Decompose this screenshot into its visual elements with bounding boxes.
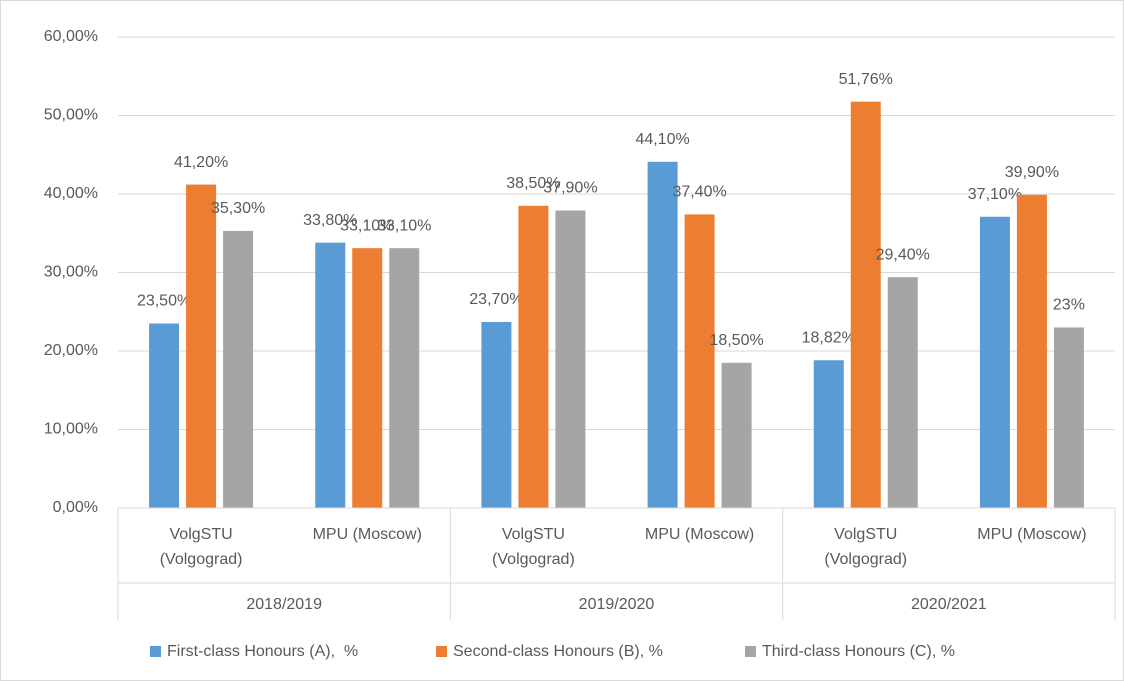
bar (1016, 194, 1047, 508)
data-label: 41,20% (174, 154, 228, 171)
group-label: 2019/2020 (579, 596, 655, 613)
bar (813, 360, 844, 508)
data-label: 33,10% (340, 217, 394, 234)
data-label: 29,40% (876, 246, 930, 263)
legend-label: Second-class Honours (B), % (453, 643, 663, 660)
data-label: 33,10% (377, 217, 431, 234)
x-tick-label: VolgSTU (Volgograd) (159, 526, 243, 568)
bar (887, 277, 918, 508)
data-label: 44,10% (635, 131, 689, 148)
y-tick-label: 60,00% (44, 28, 98, 45)
x-tick-label: MPU (Moscow) (644, 526, 755, 543)
bar (518, 205, 549, 508)
bar (315, 242, 346, 509)
x-tick-label: MPU (Moscow) (977, 526, 1087, 543)
data-label: 38,50% (506, 175, 560, 192)
bar (979, 216, 1010, 508)
legend-swatch (436, 646, 447, 657)
data-label: 23% (1053, 297, 1085, 314)
bar (555, 210, 586, 509)
data-label: 18,82% (802, 329, 856, 346)
bar (389, 248, 420, 509)
y-tick-label: 20,00% (44, 342, 98, 359)
y-tick-label: 50,00% (44, 107, 98, 124)
y-tick-label: 30,00% (44, 264, 98, 281)
legend-swatch (150, 646, 161, 657)
data-label: 35,30% (211, 200, 265, 217)
bar (352, 248, 383, 509)
data-label: 39,90% (1005, 164, 1059, 181)
data-label: 33,80% (303, 212, 357, 229)
y-tick-label: 40,00% (44, 185, 98, 202)
data-label: 18,50% (709, 332, 763, 349)
legend-label: First-class Honours (A), % (167, 643, 358, 660)
x-tick-label: VolgSTU (Volgograd) (824, 526, 908, 568)
bar (684, 214, 715, 508)
x-tick-label: VolgSTU (Volgograd) (492, 526, 575, 568)
bar (223, 230, 254, 508)
bar (481, 321, 512, 508)
data-label: 51,76% (839, 71, 893, 88)
y-tick-label: 0,00% (53, 499, 98, 516)
bar (149, 323, 180, 508)
bar (1053, 327, 1084, 508)
legend-swatch (745, 646, 756, 657)
group-label: 2018/2019 (246, 596, 322, 613)
x-tick-label: MPU (Moscow) (312, 526, 422, 543)
bar (850, 101, 881, 509)
data-label: 37,40% (672, 184, 726, 201)
legend-label: Third-class Honours (C), % (762, 643, 955, 660)
bar (186, 184, 217, 508)
data-label: 23,50% (137, 293, 191, 310)
group-label: 2020/2021 (911, 596, 987, 613)
data-label: 23,70% (469, 291, 523, 308)
bar (647, 161, 678, 508)
bar (721, 362, 752, 508)
y-tick-label: 10,00% (44, 421, 98, 438)
data-label: 37,10% (968, 186, 1022, 203)
data-label: 37,90% (543, 180, 597, 197)
